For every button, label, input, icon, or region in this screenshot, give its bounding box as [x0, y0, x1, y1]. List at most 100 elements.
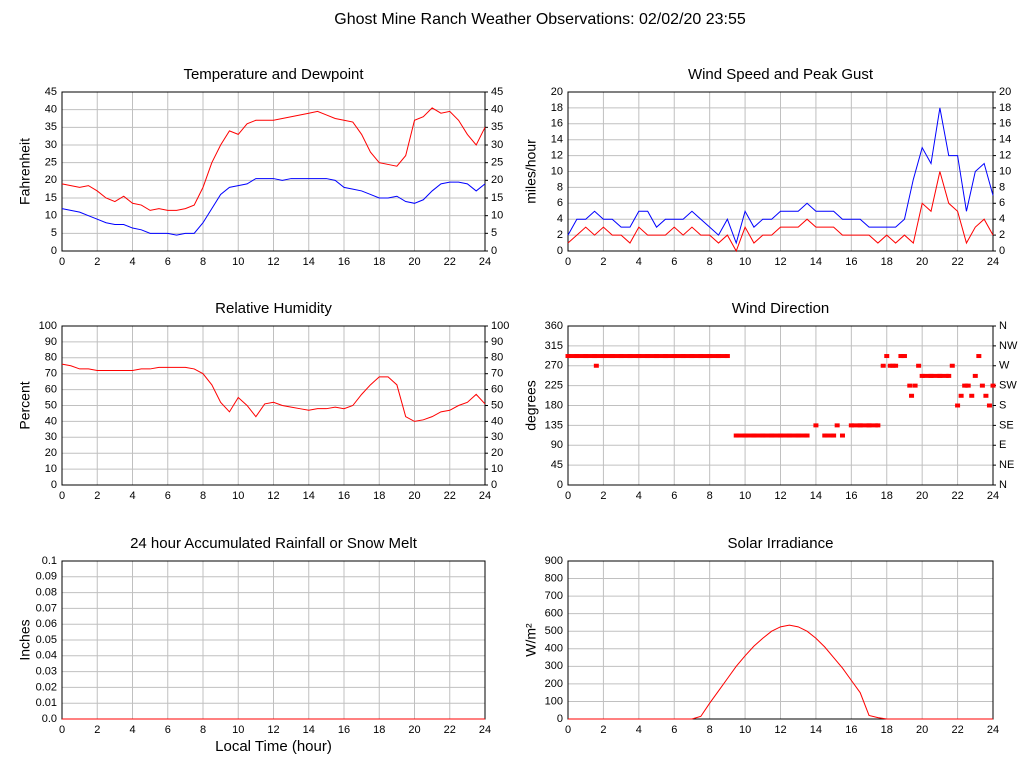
data-point — [593, 363, 599, 368]
y2-tick-label: 40 — [491, 415, 503, 427]
x-tick-label: 10 — [232, 256, 244, 268]
x-tick-label: 6 — [671, 256, 677, 268]
y-tick-label: 90 — [45, 336, 57, 348]
y-tick-label: 0 — [557, 713, 563, 725]
x-tick-label: 20 — [916, 724, 928, 736]
y-tick-label: 0.08 — [36, 587, 57, 599]
y-tick-label: 600 — [545, 608, 563, 620]
y-tick-label: 35 — [45, 121, 57, 133]
x-tick-label: 0 — [565, 724, 571, 736]
chart-title: Temperature and Dewpoint — [183, 66, 364, 83]
y2-tick-label: 70 — [491, 368, 503, 380]
y-tick-label: 40 — [45, 104, 57, 116]
y2-tick-label: 6 — [999, 197, 1005, 209]
y2-tick-label: 25 — [491, 157, 503, 169]
y-tick-label: 6 — [557, 197, 563, 209]
y-tick-label: 900 — [545, 555, 563, 567]
x-tick-label: 2 — [600, 256, 606, 268]
x-tick-label: 24 — [987, 256, 999, 268]
y-tick-label: 0.06 — [36, 618, 57, 630]
y-tick-label: 0.09 — [36, 571, 57, 583]
x-tick-label: 18 — [881, 490, 893, 502]
data-point — [916, 363, 922, 368]
data-point — [884, 354, 890, 359]
x-tick-label: 14 — [810, 490, 822, 502]
y-tick-label: 0 — [51, 479, 57, 491]
y-tick-label: 20 — [551, 86, 563, 98]
data-line — [61, 107, 486, 211]
y-axis-label: Inches — [17, 619, 33, 660]
x-tick-label: 24 — [987, 490, 999, 502]
x-tick-label: 6 — [165, 490, 171, 502]
y-tick-label: 100 — [39, 320, 57, 332]
x-tick-label: 24 — [479, 724, 491, 736]
x-tick-label: 8 — [200, 256, 206, 268]
y2-tick-label: 30 — [491, 139, 503, 151]
x-tick-label: 2 — [600, 490, 606, 502]
y-tick-label: 315 — [545, 340, 563, 352]
y-tick-label: 10 — [45, 210, 57, 222]
x-tick-label: 18 — [373, 490, 385, 502]
y-axis-label: Percent — [17, 381, 33, 429]
y-tick-label: 300 — [545, 660, 563, 672]
y-tick-label: 225 — [545, 380, 563, 392]
y-tick-label: 0.0 — [42, 713, 57, 725]
x-tick-label: 2 — [600, 724, 606, 736]
y-axis-label: degrees — [523, 380, 539, 431]
y2-tick-label: 60 — [491, 384, 503, 396]
y2-tick-label: 80 — [491, 352, 503, 364]
data-point — [983, 393, 989, 398]
x-tick-label: 20 — [408, 256, 420, 268]
y-tick-label: 40 — [45, 415, 57, 427]
data-line — [568, 624, 993, 720]
y-tick-label: 0.05 — [36, 634, 57, 646]
x-tick-label: 16 — [338, 256, 350, 268]
data-point — [979, 383, 985, 388]
y2-tick-label: 16 — [999, 118, 1011, 130]
x-tick-label: 4 — [636, 724, 642, 736]
x-tick-label: 14 — [303, 490, 315, 502]
data-point — [990, 383, 996, 388]
y-tick-label: 30 — [45, 139, 57, 151]
x-tick-label: 10 — [739, 724, 751, 736]
x-tick-label: 0 — [59, 490, 65, 502]
x-tick-label: 12 — [774, 724, 786, 736]
y-tick-label: 0.1 — [42, 555, 57, 567]
x-tick-label: 12 — [774, 490, 786, 502]
y2-tick-label: 45 — [491, 86, 503, 98]
x-tick-label: 2 — [94, 724, 100, 736]
y2-tick-label: 0 — [491, 479, 497, 491]
x-tick-label: 20 — [916, 490, 928, 502]
x-tick-label: 22 — [951, 256, 963, 268]
y2-tick-label: NW — [999, 340, 1018, 352]
y2-tick-label: 15 — [491, 192, 503, 204]
x-tick-label: 4 — [129, 490, 135, 502]
x-tick-label: 8 — [707, 256, 713, 268]
x-tick-label: 8 — [200, 490, 206, 502]
y2-tick-label: 100 — [491, 320, 509, 332]
y-tick-label: 8 — [557, 181, 563, 193]
y2-tick-label: N — [999, 479, 1007, 491]
x-tick-label: 22 — [951, 490, 963, 502]
chart-title: Relative Humidity — [215, 300, 332, 317]
y-tick-label: 25 — [45, 157, 57, 169]
y2-tick-label: E — [999, 439, 1006, 451]
y-axis-label: Fahrenheit — [17, 138, 33, 205]
data-point — [969, 393, 975, 398]
x-tick-label: 6 — [165, 256, 171, 268]
data-point — [912, 383, 918, 388]
y2-tick-label: W — [999, 360, 1010, 372]
chart-title: Wind Speed and Peak Gust — [688, 66, 874, 83]
x-tick-label: 14 — [303, 724, 315, 736]
y2-tick-label: 20 — [491, 174, 503, 186]
y2-tick-label: 8 — [999, 181, 1005, 193]
data-point — [972, 373, 978, 378]
x-tick-label: 8 — [707, 490, 713, 502]
y2-tick-label: 10 — [491, 210, 503, 222]
y-tick-label: 45 — [45, 86, 57, 98]
y-tick-label: 2 — [557, 229, 563, 241]
chart-title: Wind Direction — [732, 300, 830, 317]
y2-tick-label: 10 — [491, 463, 503, 475]
data-line — [61, 178, 486, 236]
y-tick-label: 0 — [557, 479, 563, 491]
